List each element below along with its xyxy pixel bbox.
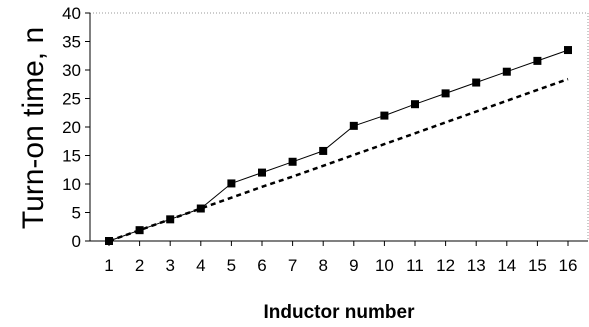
x-tick-label: 14 xyxy=(497,256,516,275)
y-tick-label: 35 xyxy=(62,33,81,52)
x-tick-label: 9 xyxy=(349,256,358,275)
x-tick-label: 5 xyxy=(227,256,236,275)
dashed-series-line xyxy=(108,77,569,243)
y-tick-label: 5 xyxy=(72,204,81,223)
data-point-marker xyxy=(349,121,358,130)
y-tick-label: 25 xyxy=(62,90,81,109)
x-tick-label: 4 xyxy=(196,256,205,275)
data-point-marker xyxy=(472,78,481,87)
x-tick-label: 8 xyxy=(318,256,327,275)
x-tick-label: 13 xyxy=(467,256,486,275)
data-point-marker xyxy=(533,56,542,65)
x-tick-label: 11 xyxy=(406,256,424,275)
data-point-marker xyxy=(441,89,450,98)
x-tick-label: 7 xyxy=(288,256,297,275)
series-layer xyxy=(105,46,572,245)
x-tick-label: 1 xyxy=(104,256,113,275)
y-tick-label: 15 xyxy=(62,147,81,166)
y-tick-label: 40 xyxy=(62,4,81,23)
y-tick-label: 10 xyxy=(62,175,81,194)
plot-frame xyxy=(90,12,589,241)
x-tick-label: 6 xyxy=(257,256,266,275)
data-point-marker xyxy=(380,111,389,120)
x-tick-label: 2 xyxy=(135,256,144,275)
data-point-marker xyxy=(135,226,144,235)
data-point-marker xyxy=(411,100,419,109)
y-tick-label: 0 xyxy=(72,232,81,251)
data-point-marker xyxy=(319,146,328,155)
data-point-marker xyxy=(196,204,205,213)
data-point-marker xyxy=(288,157,297,166)
data-point-marker xyxy=(227,179,236,188)
y-axis-title: Turn-on time, n xyxy=(17,27,50,229)
x-axis-title: Inductor number xyxy=(264,302,416,323)
y-axis: 0 5 10 15 20 25 30 35 40 xyxy=(62,4,91,251)
x-tick-label: 15 xyxy=(528,256,547,275)
x-axis: 1 2 3 4 5 6 7 8 9 10 11 12 13 14 15 16 xyxy=(90,240,588,275)
x-tick-label: 3 xyxy=(165,256,174,275)
y-tick-label: 30 xyxy=(62,61,81,80)
x-tick-label: 12 xyxy=(436,256,455,275)
y-tick-label: 20 xyxy=(62,118,81,137)
data-point-marker xyxy=(564,46,572,55)
x-tick-label: 10 xyxy=(375,256,394,275)
data-point-marker xyxy=(258,168,266,177)
x-tick-label: 16 xyxy=(559,256,578,275)
data-point-marker xyxy=(502,67,511,76)
marker-series-line xyxy=(108,49,569,242)
